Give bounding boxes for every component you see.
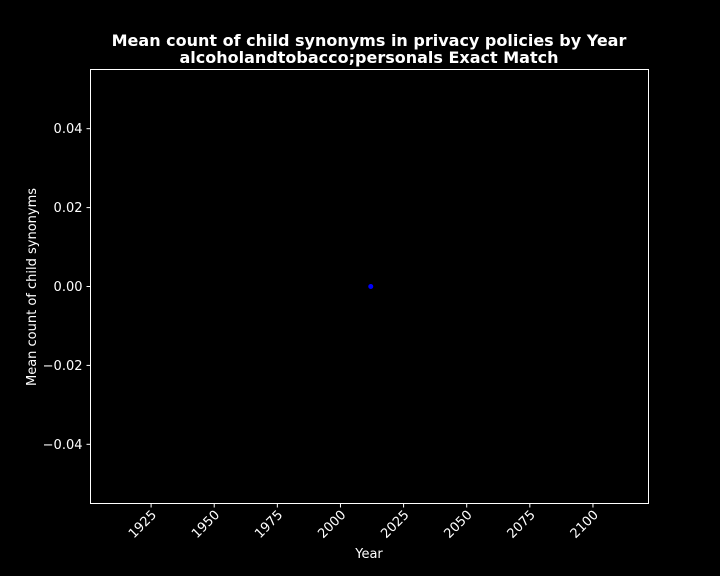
chart-title: Mean count of child synonyms in privacy …	[112, 31, 627, 50]
y-axis-label: Mean count of child synonyms	[25, 188, 40, 386]
y-tick-label: 0.04	[54, 122, 83, 137]
data-points	[368, 284, 374, 289]
y-tick-label: −0.02	[43, 359, 83, 374]
y-axis-ticks: 0.04 0.02 0.00 −0.02 −0.04	[43, 122, 91, 453]
chart-subtitle: alcoholandtobacco;personals Exact Match	[180, 48, 559, 67]
y-tick-label: 0.00	[54, 280, 83, 295]
y-tick-label: 0.02	[54, 201, 83, 216]
data-point	[368, 284, 374, 289]
y-tick-label: −0.04	[43, 438, 83, 453]
x-axis-label: Year	[354, 547, 383, 562]
